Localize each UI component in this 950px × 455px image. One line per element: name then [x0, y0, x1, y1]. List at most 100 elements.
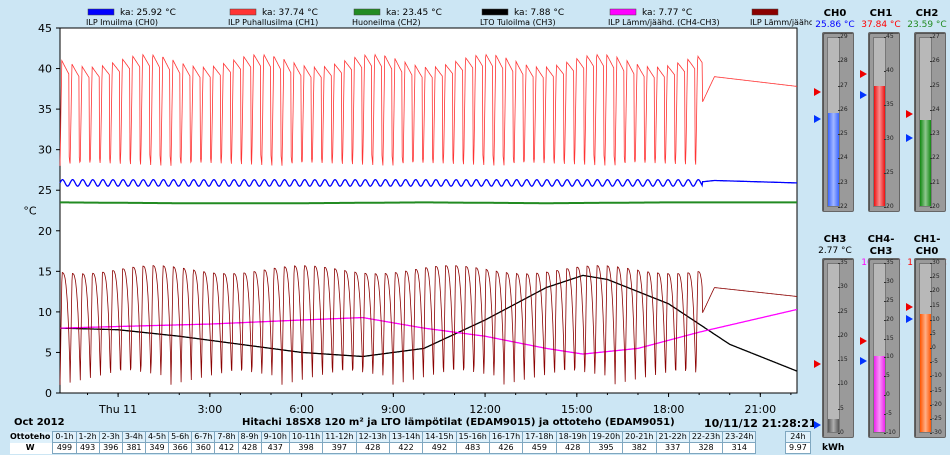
- legend-name: ILP Puhallusilma (CH1): [228, 18, 318, 27]
- temperature-chart: 0 5 10 15 20 25 30 35 40 45 °C Thu 11 3:00 6:00 9:00 12…: [23, 8, 812, 413]
- ottoteho-hour-value: 493: [75, 442, 100, 454]
- gauge-name: CH1: [869, 8, 893, 19]
- gauge-tick: 40: [884, 67, 894, 74]
- gauge-tick: 23: [838, 178, 848, 186]
- total-value: 9.97: [785, 442, 811, 454]
- gauge-tick: 25: [838, 307, 848, 315]
- legend-stat: ka: 25.92 °C: [120, 8, 176, 18]
- gauge-value: 2.77 °C: [818, 246, 852, 256]
- gauge-tick: 30: [838, 283, 848, 291]
- ottoteho-hour-header: 19-20h: [588, 431, 624, 443]
- gauge-max-marker: [814, 360, 821, 369]
- ottoteho-hour-header: 7-8h: [214, 431, 239, 443]
- gauge-tick: 22: [838, 203, 848, 210]
- gauge-ch1-ch0: CH1-CH011.98 °C-30-25-20-15-10-505101520…: [904, 234, 950, 438]
- legend-swatch: [609, 8, 637, 16]
- ottoteho-hour-header: 23-24h: [722, 431, 757, 443]
- gauge-tick: 0: [930, 344, 936, 351]
- ottoteho-hour-value: 395: [588, 442, 624, 454]
- gauge-tick: 24: [838, 154, 848, 162]
- legend-name: ILP Lämm/jäähd. (CH4-CH3): [608, 18, 720, 27]
- ottoteho-hour-value: 492: [422, 442, 457, 454]
- gauge-tick: 25: [930, 273, 940, 281]
- ottoteho-hour-value: 428: [355, 442, 390, 454]
- y-tick-label: 5: [45, 346, 52, 359]
- gauge-ch3: CH3 2.77 °C 0 5 10 15 20 25 30 35: [812, 234, 858, 438]
- x-tick-label: 6:00: [289, 403, 314, 413]
- gauge-tick: 30: [884, 277, 894, 285]
- ottoteho-hour-header: 10-11h: [288, 431, 324, 443]
- gauge-current-marker: [860, 357, 867, 366]
- gauge-tick: 27: [930, 33, 940, 40]
- x-tick-label: Thu 11: [98, 403, 137, 413]
- gauge-tick: 21: [930, 178, 940, 186]
- gauge-scale: 0 5 10 15 20 25 30 35: [838, 260, 852, 436]
- gauge-scale: 20 21 22 23 24 25 26 27: [930, 33, 944, 210]
- series-line: [60, 201, 797, 205]
- gauge-current-marker: [860, 91, 867, 100]
- gauge-tick: 20: [884, 203, 894, 210]
- gauge-tick: -25: [930, 414, 942, 422]
- y-tick-label: 15: [38, 265, 52, 278]
- ottoteho-hour-value: 428: [555, 442, 590, 454]
- ottoteho-table: Ottoteho 0-1h 1-2h 2-3h 3-4h 4-5h 5-6h 6-7h 7-8h…: [10, 431, 757, 454]
- ottoteho-hour-header: 3-4h: [121, 431, 146, 443]
- gauge-tick: 26: [930, 57, 940, 65]
- gauge-scale: -30 -25 -20 -15 -10 -5 0 5 10 15 20 25 30: [930, 260, 944, 436]
- gauge-tick: 10: [884, 353, 894, 361]
- y-axis-label: °C: [23, 205, 37, 218]
- ottoteho-hour-value: 382: [622, 442, 657, 454]
- ottoteho-hour-header: 17-18h: [522, 431, 557, 443]
- gauge-tick: -5: [930, 358, 938, 366]
- series-line: [59, 53, 798, 166]
- gauge-fill: [920, 119, 931, 206]
- gauge-tick: 15: [930, 301, 940, 309]
- gauge-tick: 23: [930, 130, 940, 138]
- legend-name: ILP Lämm/jäähd. (CH1-CH0): [750, 18, 812, 27]
- gauge-tick: -15: [930, 386, 942, 394]
- gauge-body: 20 21 22 23 24 25 26 27: [906, 32, 946, 212]
- ottoteho-hour-header: 2-3h: [98, 431, 123, 443]
- gauge-tick: 20: [930, 203, 940, 210]
- ottoteho-hour-header: 9-10h: [260, 431, 290, 443]
- ottoteho-hour-header: 6-7h: [191, 431, 216, 443]
- gauge-tick: 15: [884, 334, 894, 342]
- ottoteho-hour-header: 18-19h: [555, 431, 590, 443]
- ottoteho-hour-header: 15-16h: [455, 431, 490, 443]
- gauge-fill: [874, 86, 885, 206]
- gauge-fill: [828, 418, 839, 432]
- y-tick-label: 35: [38, 103, 52, 116]
- x-tick-label: 21:00: [744, 403, 776, 413]
- gauge-body: 20 25 30 35 40 45: [860, 32, 900, 212]
- legend-name: Huoneilma (CH2): [352, 18, 421, 27]
- gauge-scale: 22 23 24 25 26 27 28 29: [838, 34, 852, 210]
- ottoteho-hour-value: 499: [52, 442, 77, 454]
- gauge-max-marker: [814, 88, 821, 96]
- gauge-body: -10 -5 0 5 10 15 20 25 30 35: [860, 258, 900, 438]
- ottoteho-hour-header: 4-5h: [144, 431, 170, 443]
- gauge-tick: 25: [884, 296, 894, 304]
- y-tick-label: 30: [38, 144, 52, 157]
- gauge-body: -30 -25 -20 -15 -10 -5 0 5 10 15 20 25 30: [906, 258, 946, 438]
- gauge-value: 37.84 °C: [861, 20, 901, 30]
- y-tick-label: 40: [38, 63, 52, 76]
- ottoteho-hour-header: 21-22h: [655, 431, 690, 443]
- gauge-tick: 24: [930, 105, 940, 113]
- x-tick-label: 15:00: [561, 403, 593, 413]
- ottoteho-hour-header: 11-12h: [322, 431, 357, 443]
- gauge-name: CH2: [915, 8, 939, 19]
- ottoteho-hour-value: 412: [214, 442, 239, 454]
- gauge-value: 23.59 °C: [907, 20, 947, 30]
- gauge-tick: -5: [884, 410, 892, 418]
- ottoteho-hour-value: 426: [488, 442, 524, 454]
- chart-subtitle: Hitachi 18SX8 120 m² ja LTO lämpötilat (…: [242, 417, 675, 428]
- gauge-name: CH0: [823, 8, 847, 19]
- gauge-current-marker: [814, 420, 821, 429]
- ottoteho-hour-value: 459: [522, 442, 557, 454]
- gauge-ch2: CH2 23.59 °C 20 21 22 23 24 25 26 27: [904, 8, 950, 212]
- ottoteho-hour-header: 22-23h: [688, 431, 724, 443]
- gauge-current-marker: [906, 134, 913, 143]
- series-group: [59, 53, 798, 385]
- y-tick-label: 45: [38, 22, 52, 35]
- gauge-tick: 20: [930, 287, 940, 295]
